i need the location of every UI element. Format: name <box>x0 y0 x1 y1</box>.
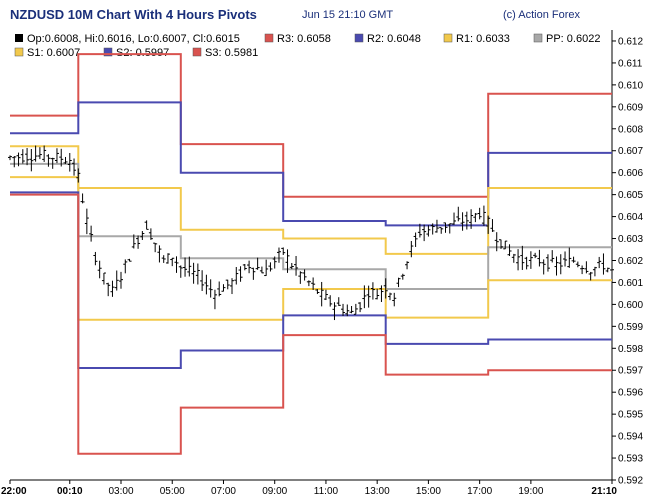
legend-swatch-ohlc <box>15 34 23 42</box>
x-tick-label: 21:10 <box>591 486 617 497</box>
x-tick-label: 00:10 <box>57 486 83 497</box>
y-tick-label: 0.594 <box>618 432 643 443</box>
y-tick-label: 0.603 <box>618 234 643 245</box>
chart-title: NZDUSD 10M Chart With 4 Hours Pivots <box>10 7 257 22</box>
legend-swatch-pp <box>533 33 543 43</box>
legend-label-pp: PP: 0.6022 <box>546 33 600 45</box>
legend-label-r2: R2: 0.6048 <box>367 33 421 45</box>
y-tick-label: 0.601 <box>618 278 643 289</box>
y-tick-label: 0.600 <box>618 300 643 311</box>
y-tick-label: 0.602 <box>618 256 643 267</box>
legend-swatch-s2 <box>103 47 113 57</box>
y-tick-label: 0.595 <box>618 410 643 421</box>
plot-frame <box>10 30 613 481</box>
chart-timestamp: Jun 15 21:10 GMT <box>302 9 394 21</box>
y-tick-label: 0.607 <box>618 146 643 157</box>
x-tick-label: 17:00 <box>467 486 492 497</box>
x-tick-label: 03:00 <box>108 486 133 497</box>
x-tick-label: 11:00 <box>314 486 339 497</box>
x-tick-label: 07:00 <box>211 486 236 497</box>
pivot-lines <box>10 53 612 455</box>
y-tick-label: 0.611 <box>618 58 643 69</box>
y-tick-label: 0.604 <box>618 212 643 223</box>
y-tick-label: 0.598 <box>618 344 643 355</box>
legend-label-s3: S3: 0.5981 <box>205 47 258 59</box>
y-tick-label: 0.596 <box>618 388 643 399</box>
pivot-line-s3 <box>10 193 612 455</box>
x-tick-label: 15:00 <box>416 486 441 497</box>
legend-swatch-s3 <box>192 47 202 57</box>
x-tick-label: 05:00 <box>160 486 185 497</box>
legend-label-r3: R3: 0.6058 <box>277 33 331 45</box>
x-tick-label: 13:00 <box>365 486 390 497</box>
legend-swatch-s1 <box>14 47 24 57</box>
legend-label-s1: S1: 0.6007 <box>27 47 80 59</box>
pivot-line-r2 <box>10 101 612 227</box>
legend-swatch-r1 <box>443 33 453 43</box>
legend-label-s2: S2: 0.5997 <box>116 47 169 59</box>
legend-swatch-r3 <box>264 33 274 43</box>
y-tick-label: 0.597 <box>618 366 643 377</box>
y-tick-label: 0.612 <box>618 36 643 47</box>
y-tick-label: 0.609 <box>618 102 643 113</box>
y-tick-label: 0.599 <box>618 322 643 333</box>
x-axis: 22:00 00:10 03:00 05:00 07:00 09:00 11:00 13:00… <box>1 480 617 497</box>
y-tick-label: 0.593 <box>618 454 643 465</box>
y-tick-label: 0.608 <box>618 124 643 135</box>
price-bars <box>8 145 614 321</box>
legend-label-ohlc: Op:0.6008, Hi:0.6016, Lo:0.6007, Cl:0.60… <box>27 33 240 45</box>
pivot-line-r3 <box>10 53 612 198</box>
y-tick-label: 0.606 <box>618 168 643 179</box>
x-tick-label: 09:00 <box>262 486 287 497</box>
y-tick-label: 0.605 <box>618 190 643 201</box>
legend-label-r1: R1: 0.6033 <box>456 33 510 45</box>
pivot-line-r1 <box>10 145 612 255</box>
y-tick-label: 0.592 <box>618 476 643 487</box>
pivot-line-pp <box>10 162 612 290</box>
chart-header: NZDUSD 10M Chart With 4 Hours Pivots Jun… <box>0 0 650 30</box>
y-tick-label: 0.610 <box>618 80 643 91</box>
x-tick-label: 22:00 <box>1 486 27 497</box>
chart-source: (c) Action Forex <box>503 9 581 21</box>
x-tick-label: 19:00 <box>518 486 543 497</box>
pivot-line-s1 <box>10 176 612 321</box>
y-axis: 0.612 0.611 0.610 0.609 0.608 0.607 0.606 0.605… <box>612 36 643 487</box>
legend-swatch-r2 <box>354 33 364 43</box>
